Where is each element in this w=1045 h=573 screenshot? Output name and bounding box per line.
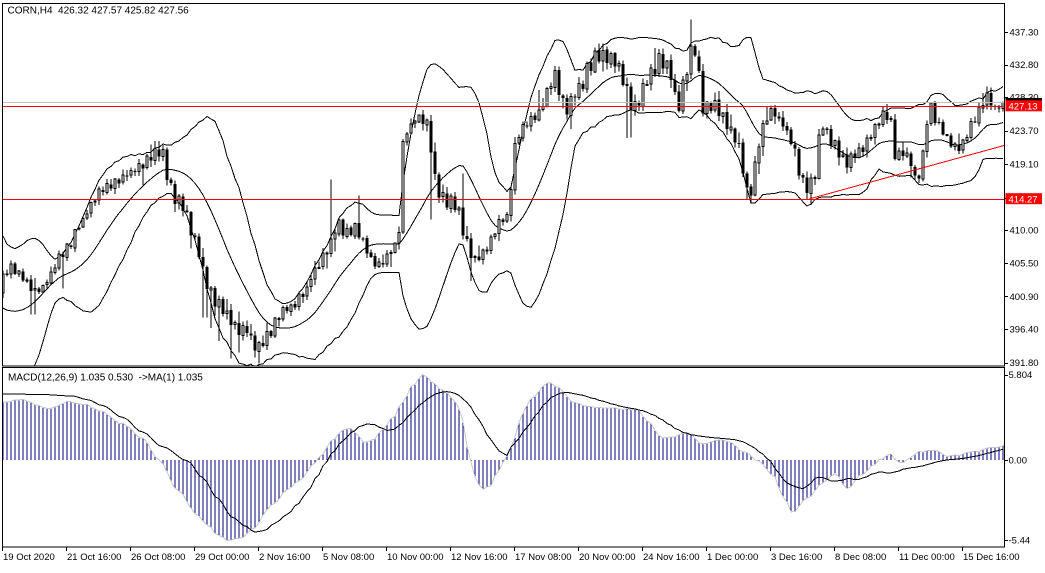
svg-text:427.13: 427.13: [1009, 101, 1038, 112]
svg-text:2 Nov 16:00: 2 Nov 16:00: [259, 552, 310, 563]
svg-text:MACD(12,26,9) 1.035 0.530 ->M: MACD(12,26,9) 1.035 0.530 ->MA(1) 1.035: [8, 373, 203, 384]
svg-text:15 Dec 16:00: 15 Dec 16:00: [963, 552, 1020, 563]
svg-text:20 Nov 00:00: 20 Nov 00:00: [579, 552, 636, 563]
svg-text:26 Oct 08:00: 26 Oct 08:00: [131, 552, 185, 563]
svg-text:0.00: 0.00: [1009, 455, 1028, 466]
svg-text:400.90: 400.90: [1010, 292, 1039, 303]
svg-text:432.80: 432.80: [1010, 60, 1039, 71]
svg-text:10 Nov 00:00: 10 Nov 00:00: [387, 552, 444, 563]
svg-text:11 Dec 00:00: 11 Dec 00:00: [899, 552, 955, 563]
svg-text:12 Nov 16:00: 12 Nov 16:00: [451, 552, 508, 563]
svg-text:419.10: 419.10: [1010, 160, 1039, 171]
svg-text:-5.44: -5.44: [1009, 535, 1031, 546]
svg-text:8 Dec 08:00: 8 Dec 08:00: [835, 552, 886, 563]
svg-text:5.804: 5.804: [1009, 370, 1033, 381]
svg-text:405.50: 405.50: [1010, 258, 1039, 269]
svg-text:19 Oct 2020: 19 Oct 2020: [3, 552, 55, 563]
svg-text:21 Oct 16:00: 21 Oct 16:00: [67, 552, 121, 563]
svg-text:423.70: 423.70: [1010, 126, 1039, 137]
svg-text:1 Dec 00:00: 1 Dec 00:00: [707, 552, 758, 563]
svg-text:29 Oct 00:00: 29 Oct 00:00: [195, 552, 249, 563]
svg-text:414.27: 414.27: [1009, 194, 1038, 205]
svg-text:396.40: 396.40: [1010, 325, 1039, 336]
svg-text:391.80: 391.80: [1010, 358, 1039, 369]
svg-text:5 Nov 08:00: 5 Nov 08:00: [323, 552, 374, 563]
svg-text:3 Dec 16:00: 3 Dec 16:00: [771, 552, 822, 563]
svg-text:17 Nov 08:00: 17 Nov 08:00: [515, 552, 572, 563]
svg-text:437.30: 437.30: [1010, 27, 1039, 38]
svg-text:CORN,H4 426.32 427.57 425.82: CORN,H4 426.32 427.57 425.82 427.56: [8, 6, 190, 17]
svg-text:24 Nov 16:00: 24 Nov 16:00: [643, 552, 700, 563]
svg-text:410.00: 410.00: [1010, 226, 1039, 237]
